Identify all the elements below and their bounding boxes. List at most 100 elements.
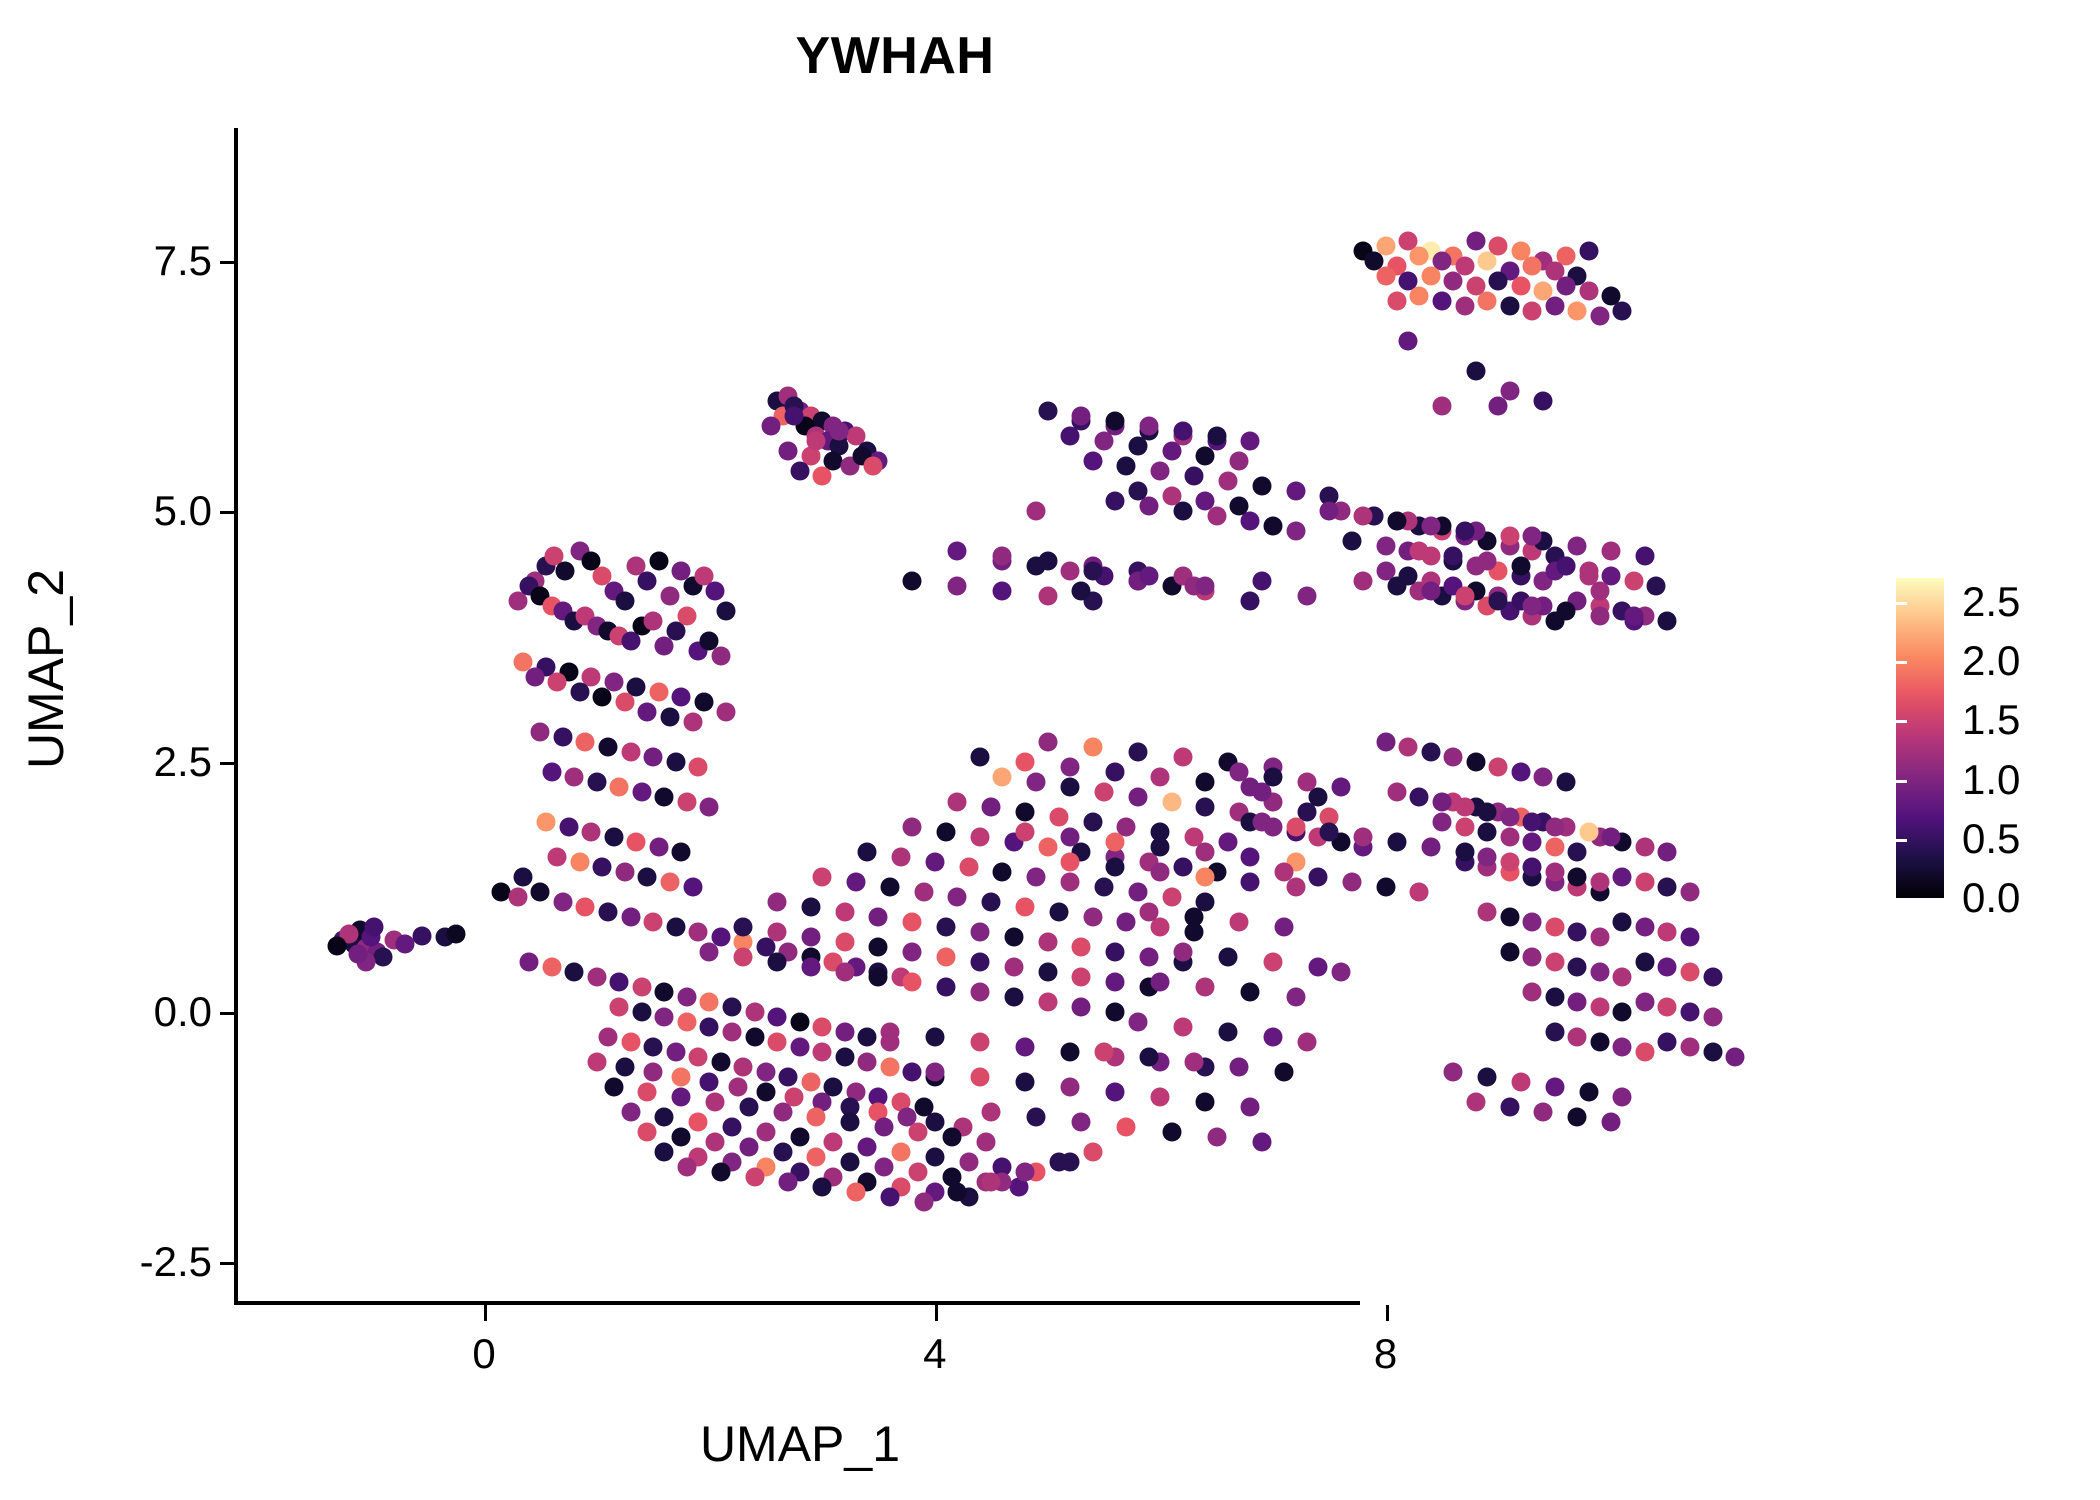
scatter-point <box>1173 747 1193 766</box>
scatter-point <box>992 581 1012 601</box>
scatter-point <box>1026 1107 1046 1127</box>
scatter-point <box>823 1077 843 1097</box>
scatter-point <box>914 882 933 902</box>
scatter-point <box>902 972 922 992</box>
colorbar-tick-mark <box>1896 601 1907 605</box>
scatter-point <box>1500 381 1520 401</box>
scatter-point <box>1398 271 1418 291</box>
scatter-point <box>615 692 635 711</box>
scatter-point <box>1477 1067 1497 1087</box>
scatter-point <box>981 797 1001 817</box>
scatter-point <box>1162 441 1181 461</box>
scatter-point <box>992 1157 1012 1177</box>
scatter-point <box>1635 992 1655 1012</box>
scatter-point <box>1556 772 1576 792</box>
scatter-point <box>621 1032 640 1052</box>
scatter-point <box>970 1032 990 1052</box>
scatter-point <box>446 924 466 944</box>
scatter-point <box>1286 521 1305 541</box>
scatter-point <box>587 967 607 987</box>
scatter-point <box>1083 907 1103 927</box>
scatter-point <box>1150 917 1170 937</box>
scatter-point <box>914 1097 933 1117</box>
scatter-point <box>1116 456 1136 476</box>
scatter-point <box>637 571 657 591</box>
scatter-point <box>598 737 618 756</box>
scatter-point <box>914 1192 933 1212</box>
scatter-point <box>829 421 849 441</box>
scatter-point <box>868 1087 888 1107</box>
scatter-point <box>1004 987 1024 1007</box>
scatter-point <box>1567 536 1587 556</box>
scatter-point <box>1195 867 1215 887</box>
scatter-point <box>1139 1047 1159 1067</box>
scatter-point <box>1545 296 1565 316</box>
colorbar-tick-label: 0.5 <box>1962 814 2021 862</box>
scatter-point <box>412 926 432 946</box>
scatter-point <box>643 611 663 631</box>
scatter-point <box>1319 486 1339 506</box>
scatter-point <box>947 541 967 561</box>
scatter-point <box>705 1132 725 1152</box>
y-tick-label: 7.5 <box>153 237 212 285</box>
scatter-point <box>1207 1127 1227 1147</box>
scatter-point <box>637 1082 657 1102</box>
scatter-point <box>733 947 753 967</box>
scatter-point <box>683 877 702 897</box>
scatter-point <box>1421 742 1441 761</box>
scatter-point <box>553 892 573 912</box>
scatter-point <box>373 947 392 967</box>
scatter-point <box>587 1052 607 1072</box>
scatter-point <box>654 982 674 1002</box>
scatter-point <box>1567 842 1587 862</box>
scatter-point <box>1308 867 1328 887</box>
scatter-point <box>1274 917 1294 937</box>
scatter-point <box>761 416 781 436</box>
scatter-point <box>1229 912 1249 932</box>
scatter-points-layer <box>236 131 1859 1302</box>
scatter-point <box>621 907 640 927</box>
plot-panel <box>236 131 1859 1302</box>
scatter-point <box>1128 1012 1148 1032</box>
scatter-point <box>733 917 753 937</box>
scatter-point <box>1477 902 1497 922</box>
scatter-point <box>694 692 714 711</box>
scatter-point <box>1240 431 1260 451</box>
scatter-point <box>1038 932 1057 952</box>
scatter-point <box>1443 546 1463 566</box>
scatter-point <box>649 837 669 857</box>
scatter-point <box>564 962 584 982</box>
scatter-point <box>1398 331 1418 351</box>
scatter-point <box>1409 882 1429 902</box>
scatter-point <box>1218 947 1238 967</box>
scatter-point <box>1398 231 1418 251</box>
scatter-point <box>1240 591 1260 611</box>
scatter-point <box>1195 842 1215 862</box>
scatter-point <box>1218 471 1238 491</box>
scatter-point <box>1060 852 1080 872</box>
scatter-point <box>1455 586 1474 606</box>
scatter-point <box>1139 416 1159 436</box>
scatter-point <box>519 952 539 972</box>
scatter-point <box>1150 1087 1170 1107</box>
scatter-point <box>1545 837 1565 857</box>
scatter-point <box>981 1172 1001 1192</box>
scatter-point <box>936 977 956 997</box>
scatter-point <box>1105 491 1125 511</box>
scatter-point <box>767 892 787 912</box>
scatter-point <box>1195 1092 1215 1112</box>
scatter-point <box>1500 852 1520 872</box>
scatter-point <box>1116 912 1136 932</box>
scatter-point <box>632 782 652 802</box>
scatter-point <box>677 1012 697 1032</box>
colorbar-tick-label: 1.0 <box>1962 755 2021 803</box>
scatter-point <box>1252 1132 1272 1152</box>
scatter-point <box>897 1107 917 1127</box>
scatter-point <box>1252 571 1272 591</box>
scatter-point <box>1703 1042 1722 1062</box>
scatter-point <box>1150 461 1170 481</box>
scatter-point <box>671 1067 691 1087</box>
scatter-point <box>683 712 702 731</box>
scatter-point <box>1308 787 1328 807</box>
scatter-point <box>1500 907 1520 927</box>
